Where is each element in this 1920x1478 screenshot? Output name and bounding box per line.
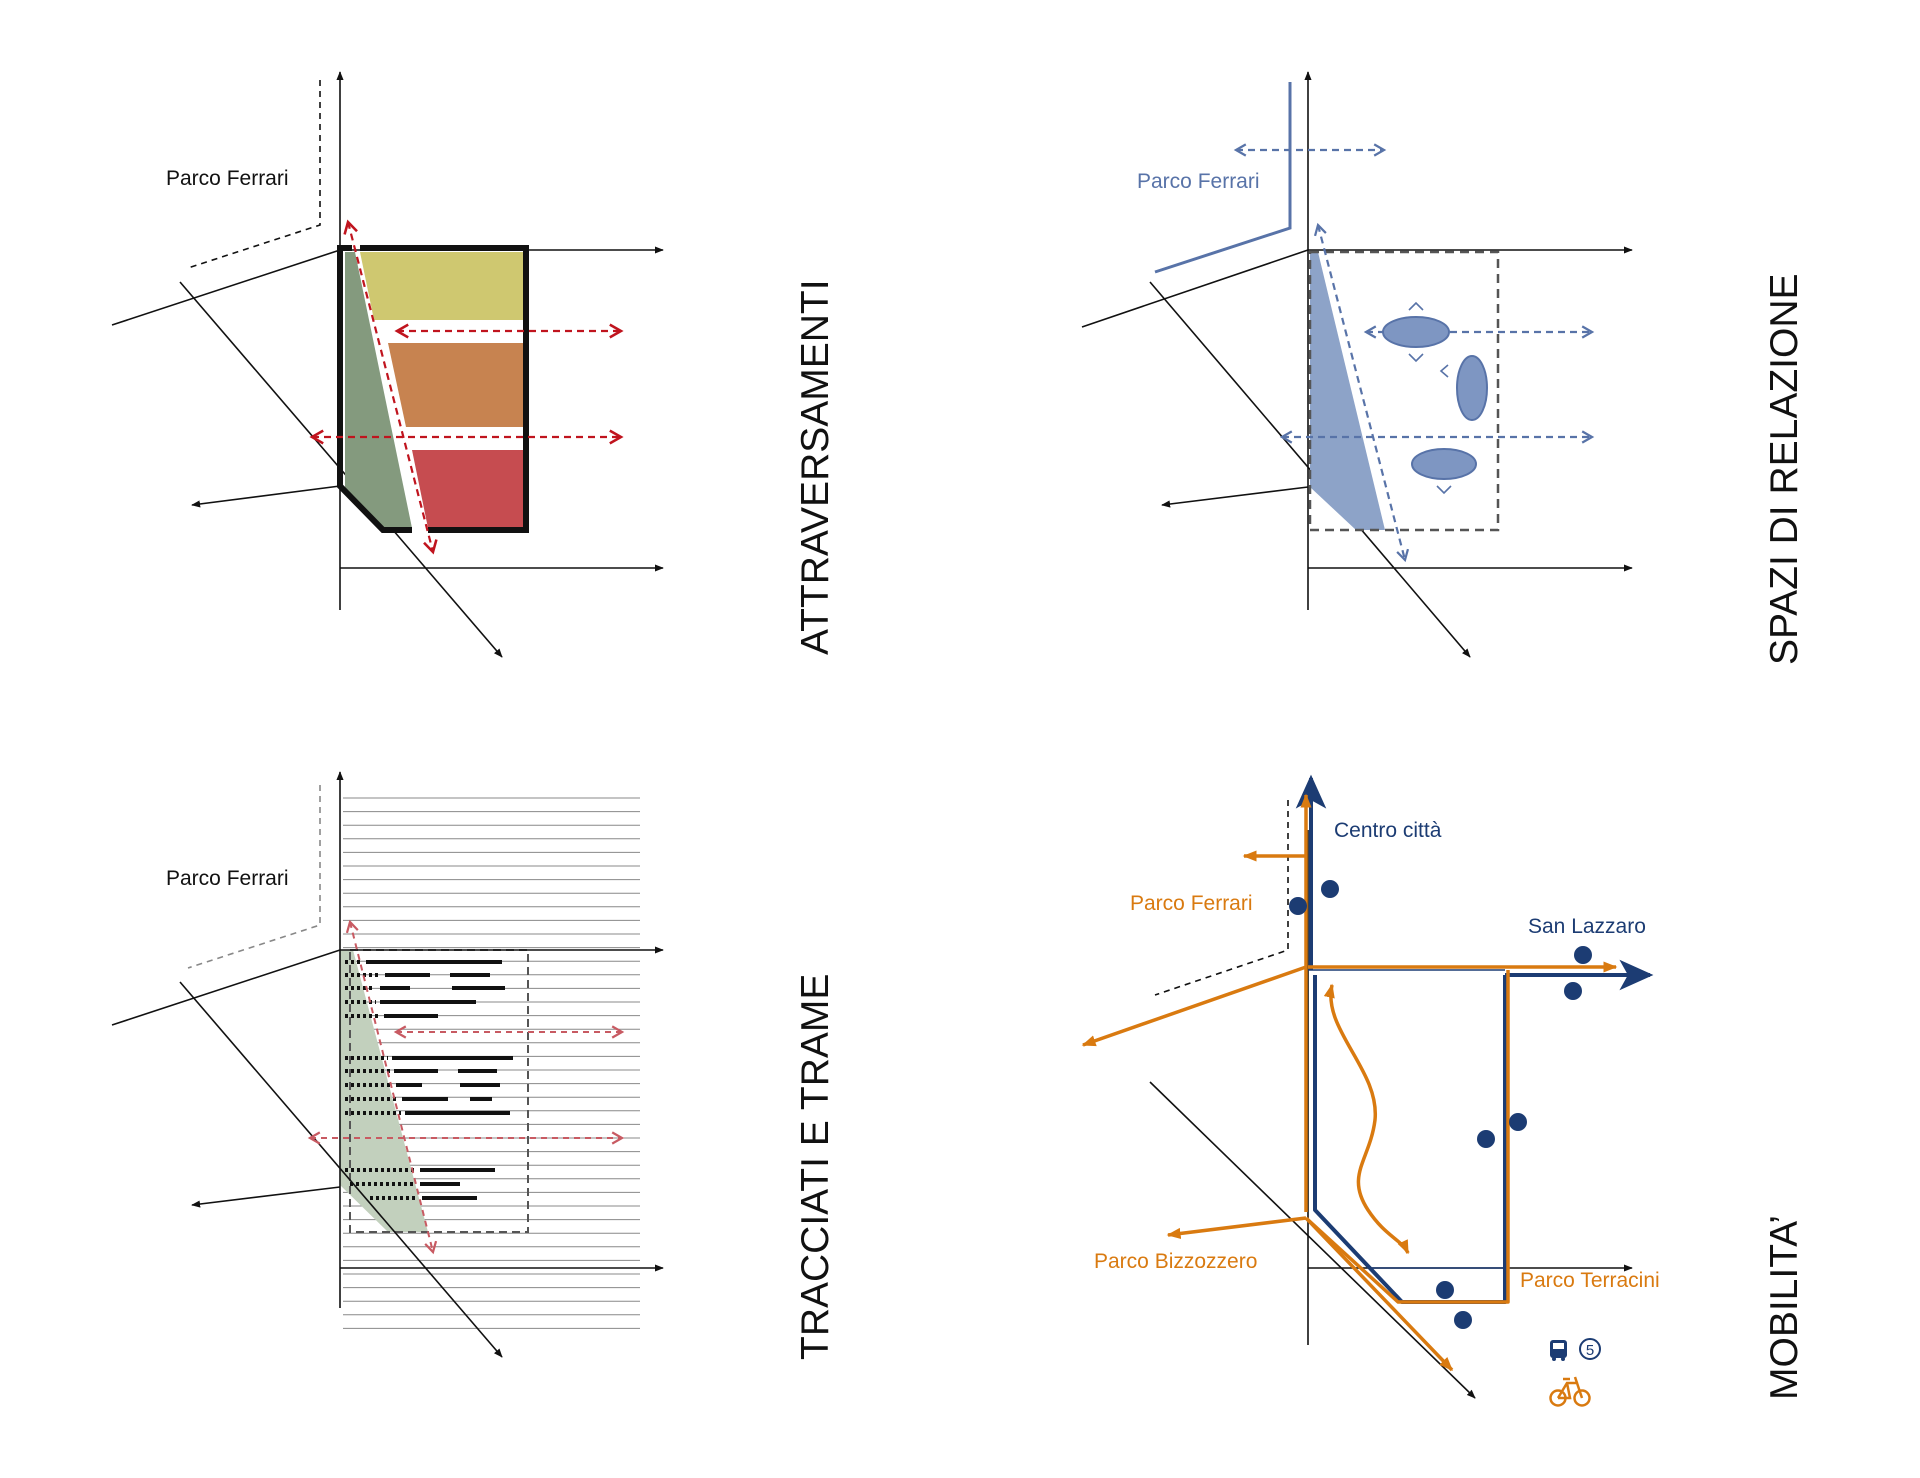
panel-title: ATTRAVERSAMENTI bbox=[794, 279, 837, 655]
building-blocks bbox=[337, 245, 529, 533]
axes bbox=[111, 771, 664, 1358]
parco-ferrari-label: Parco Ferrari bbox=[1137, 170, 1260, 193]
parco-bizzozzero-label: Parco Bizzozzero bbox=[1094, 1250, 1257, 1273]
park-boundary-dashed bbox=[187, 785, 321, 969]
panel-mobilita: Centro città Parco Ferrari San Lazzaro P… bbox=[1081, 774, 1806, 1407]
space-2 bbox=[1456, 355, 1488, 421]
panel-tracciati-e-trame: Parco Ferrari bbox=[111, 771, 837, 1360]
orange-block bbox=[388, 343, 523, 427]
stop-dot bbox=[1509, 1113, 1527, 1131]
site-outline bbox=[1308, 969, 1505, 1269]
bus-line-badge: 5 bbox=[1579, 1338, 1601, 1360]
panel-title: TRACCIATI E TRAME bbox=[794, 974, 837, 1360]
panel-title: MOBILITA’ bbox=[1763, 1215, 1806, 1400]
space-1 bbox=[1382, 316, 1450, 348]
bus-icon bbox=[1550, 1340, 1567, 1361]
relation-spaces bbox=[1382, 301, 1488, 495]
stop-dot bbox=[1564, 982, 1582, 1000]
building-outline-right bbox=[360, 245, 529, 533]
park-boundary-dashed bbox=[187, 80, 321, 269]
bus-stops bbox=[1289, 880, 1592, 1329]
stop-dot bbox=[1477, 1130, 1495, 1148]
parco-ferrari-label: Parco Ferrari bbox=[1130, 892, 1253, 915]
green-strip bbox=[340, 950, 428, 1232]
orange-routes bbox=[1081, 793, 1618, 1372]
red-block bbox=[412, 450, 523, 528]
stop-dot bbox=[1289, 897, 1307, 915]
panel-attraversamenti: Parco Ferrari ATTRAVERSAMENTI bbox=[111, 71, 837, 658]
panel-title: SPAZI DI RELAZIONE bbox=[1763, 273, 1806, 665]
yellow-block bbox=[360, 252, 523, 320]
stop-dot bbox=[1454, 1311, 1472, 1329]
park-boundary-dashed bbox=[1154, 800, 1289, 996]
stop-dot bbox=[1436, 1281, 1454, 1299]
axes bbox=[111, 71, 664, 658]
crossing-arrows bbox=[307, 919, 625, 1255]
stop-dot bbox=[1321, 880, 1339, 898]
svg-text:5: 5 bbox=[1586, 1342, 1594, 1359]
stop-dot bbox=[1574, 946, 1592, 964]
bicycle-icon bbox=[1549, 1376, 1591, 1407]
axes bbox=[1081, 71, 1633, 658]
park-boundary bbox=[1154, 82, 1292, 274]
panel-spazi-di-relazione: Parco Ferrari SPAZI DI RELAZIONE bbox=[1081, 71, 1806, 665]
space-3 bbox=[1411, 448, 1477, 480]
parco-terracini-label: Parco Terracini bbox=[1520, 1269, 1660, 1292]
hatch-lines bbox=[343, 797, 640, 1329]
navy-routes bbox=[1295, 774, 1654, 1304]
san-lazzaro-label: San Lazzaro bbox=[1528, 915, 1646, 938]
parco-ferrari-label: Parco Ferrari bbox=[166, 867, 289, 890]
site-boundary-dashed bbox=[349, 949, 529, 1233]
blue-strip bbox=[1310, 252, 1385, 530]
centro-citta-label: Centro città bbox=[1334, 819, 1442, 842]
parco-ferrari-label: Parco Ferrari bbox=[166, 167, 289, 190]
crossing-arrows bbox=[309, 219, 624, 555]
